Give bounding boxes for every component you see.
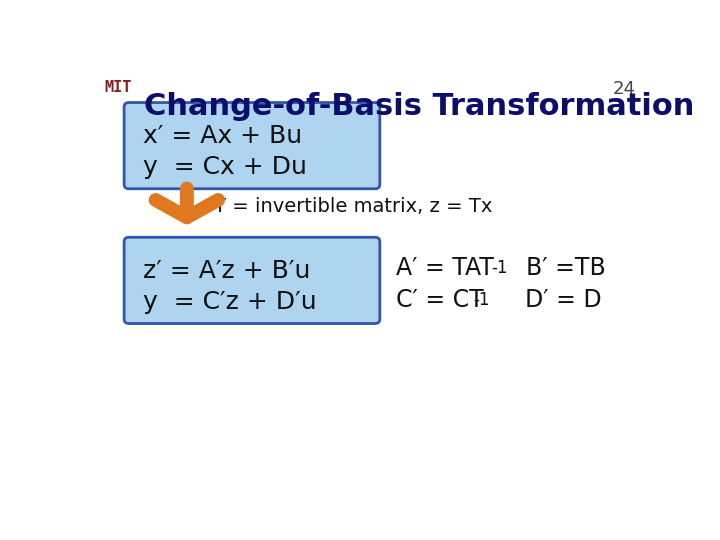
Text: y  = C′z + D′u: y = C′z + D′u: [143, 289, 316, 314]
Text: A′ = TAT: A′ = TAT: [396, 256, 494, 280]
Text: y  = Cx + Du: y = Cx + Du: [143, 155, 307, 179]
Text: B′ =TB: B′ =TB: [510, 256, 606, 280]
Text: x′ = Ax + Bu: x′ = Ax + Bu: [143, 124, 302, 148]
Text: Change-of-Basis Transformation: Change-of-Basis Transformation: [144, 92, 695, 121]
Text: MIT: MIT: [104, 80, 131, 95]
Text: D′ = D: D′ = D: [495, 288, 601, 312]
Text: C′ = CT: C′ = CT: [396, 288, 484, 312]
Text: -1: -1: [492, 259, 508, 277]
FancyBboxPatch shape: [124, 237, 380, 323]
Text: 24: 24: [613, 80, 636, 98]
Text: z′ = A′z + B′u: z′ = A′z + B′u: [143, 259, 310, 283]
FancyBboxPatch shape: [124, 103, 380, 189]
Text: -1: -1: [474, 291, 490, 309]
Text: T = invertible matrix, z = Tx: T = invertible matrix, z = Tx: [214, 197, 492, 217]
